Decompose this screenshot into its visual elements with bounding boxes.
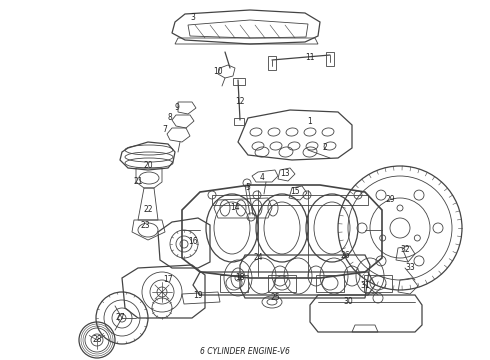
Text: 21: 21	[133, 177, 143, 186]
Text: 2: 2	[322, 144, 327, 153]
Text: 15: 15	[290, 188, 300, 197]
Text: 23: 23	[140, 220, 150, 230]
Text: 17: 17	[163, 275, 173, 284]
Text: 9: 9	[174, 103, 179, 112]
Text: 33: 33	[405, 264, 415, 273]
Text: 19: 19	[193, 291, 203, 300]
Text: 5: 5	[245, 184, 250, 193]
Text: 7: 7	[163, 126, 168, 135]
Text: 30: 30	[343, 297, 353, 306]
Text: 8: 8	[168, 113, 172, 122]
Text: 12: 12	[235, 98, 245, 107]
Text: 31: 31	[360, 280, 370, 289]
Text: 14: 14	[230, 203, 240, 212]
Text: 20: 20	[143, 161, 153, 170]
Text: 4: 4	[260, 174, 265, 183]
Text: 13: 13	[280, 168, 290, 177]
Text: 22: 22	[143, 206, 153, 215]
Text: 18: 18	[235, 274, 245, 283]
Text: 16: 16	[188, 238, 198, 247]
Text: 25: 25	[270, 293, 280, 302]
Text: 27: 27	[115, 314, 125, 323]
Text: 24: 24	[253, 253, 263, 262]
Text: 29: 29	[385, 195, 395, 204]
Text: 1: 1	[308, 117, 313, 126]
Text: 26: 26	[340, 251, 350, 260]
Text: 11: 11	[305, 54, 315, 63]
Text: 28: 28	[92, 336, 102, 345]
Text: 3: 3	[191, 13, 196, 22]
Text: 10: 10	[213, 68, 223, 77]
Text: 6 CYLINDER ENGINE-V6: 6 CYLINDER ENGINE-V6	[200, 347, 290, 356]
Text: 32: 32	[400, 246, 410, 255]
